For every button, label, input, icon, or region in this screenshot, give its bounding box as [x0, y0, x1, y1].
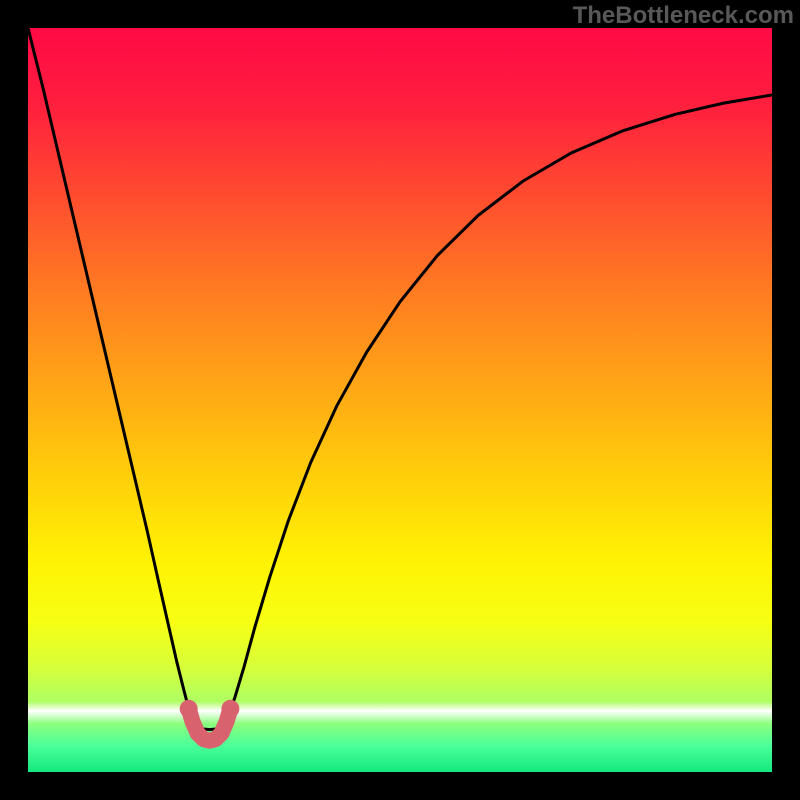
bottom-highlight-dot-left — [180, 700, 198, 718]
chart-background — [28, 28, 772, 772]
chart-svg — [28, 28, 772, 772]
watermark-text: TheBottleneck.com — [573, 2, 794, 30]
plot-area — [28, 28, 772, 772]
bottom-highlight-dot-right — [221, 700, 239, 718]
